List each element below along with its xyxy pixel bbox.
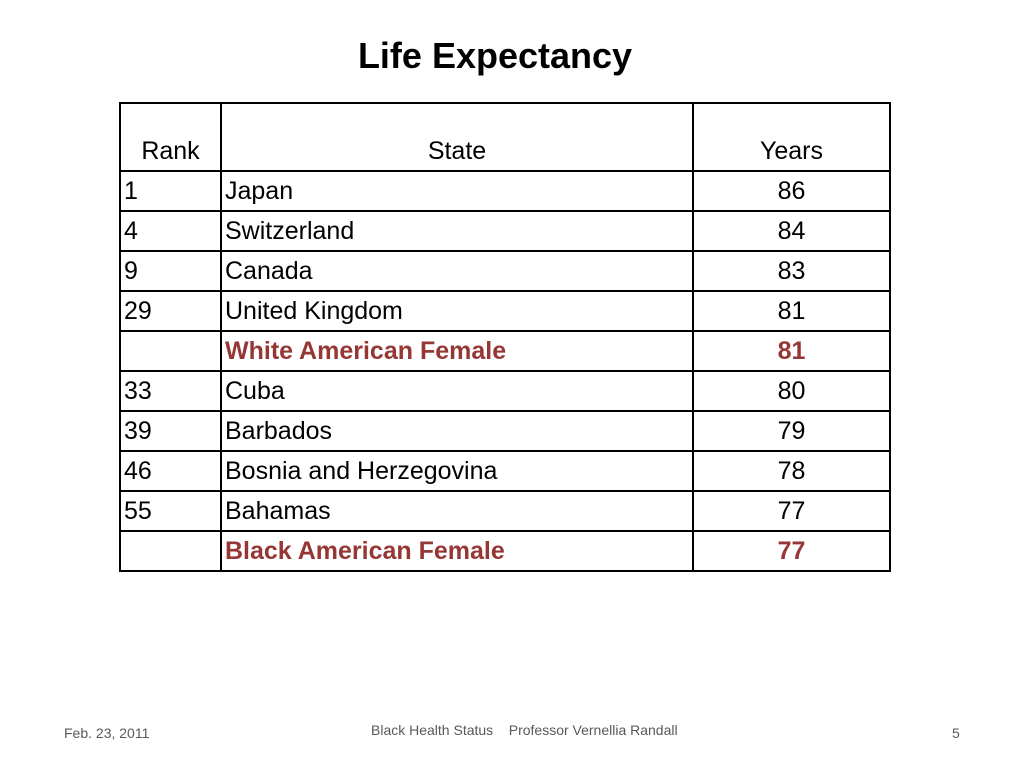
header-state: State bbox=[220, 102, 694, 172]
footer-date: Feb. 23, 2011 bbox=[64, 725, 150, 741]
table-row: 1 Japan 86 bbox=[119, 170, 891, 212]
cell-years: 84 bbox=[692, 210, 891, 252]
cell-state: Switzerland bbox=[220, 210, 694, 252]
cell-rank: 29 bbox=[119, 290, 222, 332]
cell-rank bbox=[119, 330, 222, 372]
table-row: 29 United Kingdom 81 bbox=[119, 290, 891, 332]
table-row-highlight: White American Female 81 bbox=[119, 330, 891, 372]
cell-rank bbox=[119, 530, 222, 572]
cell-rank: 33 bbox=[119, 370, 222, 412]
cell-years: 81 bbox=[692, 330, 891, 372]
cell-rank: 1 bbox=[119, 170, 222, 212]
table-row: 46 Bosnia and Herzegovina 78 bbox=[119, 450, 891, 492]
footer-page-number: 5 bbox=[952, 725, 960, 741]
cell-state: Bosnia and Herzegovina bbox=[220, 450, 694, 492]
cell-state: Bahamas bbox=[220, 490, 694, 532]
cell-rank: 4 bbox=[119, 210, 222, 252]
table-row-highlight: Black American Female 77 bbox=[119, 530, 891, 572]
table-row: 9 Canada 83 bbox=[119, 250, 891, 292]
table-row: 55 Bahamas 77 bbox=[119, 490, 891, 532]
slide-title: Life Expectancy bbox=[357, 35, 633, 76]
cell-state: United Kingdom bbox=[220, 290, 694, 332]
cell-state: White American Female bbox=[220, 330, 694, 372]
cell-years: 81 bbox=[692, 290, 891, 332]
cell-state: Black American Female bbox=[220, 530, 694, 572]
cell-years: 86 bbox=[692, 170, 891, 212]
table-row: 4 Switzerland 84 bbox=[119, 210, 891, 252]
cell-years: 79 bbox=[692, 410, 891, 452]
cell-rank: 46 bbox=[119, 450, 222, 492]
cell-years: 78 bbox=[692, 450, 891, 492]
cell-state: Canada bbox=[220, 250, 694, 292]
cell-years: 80 bbox=[692, 370, 891, 412]
cell-state: Japan bbox=[220, 170, 694, 212]
footer-center-text: Black Health Status Professor Vernellia … bbox=[371, 722, 678, 738]
table-header-row: Rank State Years bbox=[119, 102, 891, 172]
cell-rank: 39 bbox=[119, 410, 222, 452]
cell-rank: 9 bbox=[119, 250, 222, 292]
cell-years: 77 bbox=[692, 530, 891, 572]
table-row: 39 Barbados 79 bbox=[119, 410, 891, 452]
cell-years: 83 bbox=[692, 250, 891, 292]
life-expectancy-table: Rank State Years 1 Japan 86 4 Switzerlan… bbox=[119, 102, 891, 572]
cell-rank: 55 bbox=[119, 490, 222, 532]
cell-state: Cuba bbox=[220, 370, 694, 412]
header-rank: Rank bbox=[119, 102, 222, 172]
cell-years: 77 bbox=[692, 490, 891, 532]
header-years: Years bbox=[692, 102, 891, 172]
cell-state: Barbados bbox=[220, 410, 694, 452]
table-row: 33 Cuba 80 bbox=[119, 370, 891, 412]
